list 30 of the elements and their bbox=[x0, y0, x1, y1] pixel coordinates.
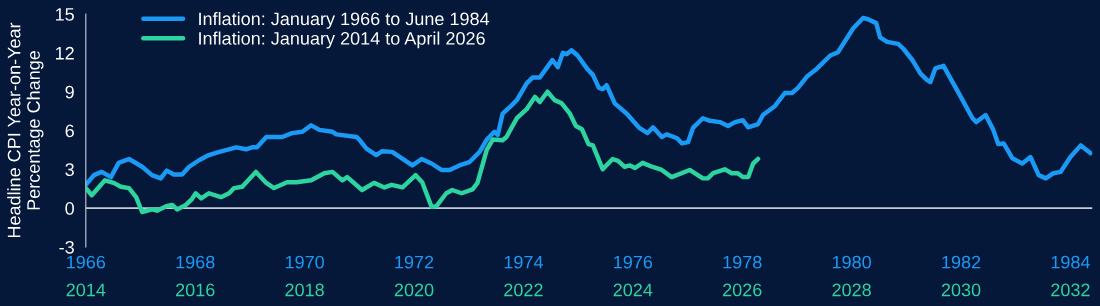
x-tick-label: 1976 bbox=[614, 255, 653, 269]
y-tick-label: 3 bbox=[65, 163, 74, 177]
x2-tick-label: 2016 bbox=[176, 283, 215, 297]
x2-tick-label: 2024 bbox=[613, 283, 653, 297]
y-tick-label: 12 bbox=[55, 46, 74, 60]
x-tick-label: 1984 bbox=[1051, 255, 1090, 269]
legend-label: Inflation: January 1966 to June 1984 bbox=[199, 11, 490, 29]
y-tick-label: -3 bbox=[59, 240, 74, 254]
x2-tick-label: 2028 bbox=[832, 283, 871, 297]
x2-tick-label: 2026 bbox=[723, 283, 762, 297]
x2-tick-label: 2018 bbox=[285, 283, 324, 297]
y-axis-title: Headline CPI Year-on-Year Percentage Change bbox=[7, 22, 44, 238]
x-tick-label: 1968 bbox=[176, 255, 215, 269]
x-tick-label: 1974 bbox=[504, 255, 543, 269]
y-tick-label: 6 bbox=[65, 124, 74, 138]
x2-tick-label: 2030 bbox=[941, 283, 981, 297]
x-tick-label: 1980 bbox=[832, 255, 871, 269]
x2-tick-label: 2032 bbox=[1051, 283, 1090, 297]
x2-tick-label: 2022 bbox=[504, 283, 543, 297]
x2-tick-label: 2020 bbox=[394, 283, 434, 297]
x-tick-label: 1972 bbox=[395, 255, 434, 269]
x2-tick-label: 2014 bbox=[66, 283, 106, 297]
y-tick-label: 15 bbox=[55, 8, 74, 21]
legend-label: Inflation: January 2014 to April 2026 bbox=[199, 31, 485, 49]
y-tick-label: 9 bbox=[65, 85, 74, 99]
x-tick-label: 1978 bbox=[723, 255, 762, 269]
x-tick-label: 1982 bbox=[942, 255, 981, 269]
x-tick-label: 1966 bbox=[67, 255, 106, 269]
x-tick-label: 1970 bbox=[285, 255, 324, 269]
y-tick-label: 0 bbox=[65, 202, 74, 215]
